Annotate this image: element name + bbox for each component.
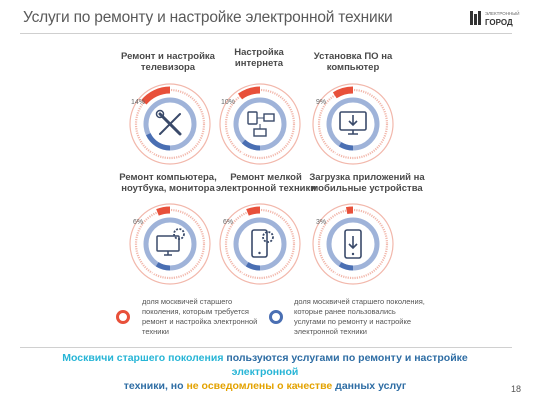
outer-ring-dots [224, 208, 296, 280]
donut-small-electronics: 6% 1% [219, 203, 301, 285]
donut-mobile-apps: 3% 1% [312, 203, 394, 285]
used-percent-label: 1% [151, 269, 162, 276]
category-label-tv: Ремонт и настройка телевизора [121, 51, 215, 73]
need-arc [156, 206, 171, 216]
category-label-computer: Ремонт компьютера, ноутбука, монитора [119, 172, 217, 194]
legend-need-ring-icon [116, 310, 130, 324]
donut-computer: 6% 1% [129, 203, 211, 285]
outer-ring-track [129, 83, 211, 165]
home-button [258, 251, 261, 255]
wrench-head [155, 109, 165, 119]
stand-shape [348, 130, 358, 135]
used-percent-label: 2% [241, 149, 252, 156]
need-percent-label: 6% [133, 219, 143, 226]
outer-ring-track [312, 203, 394, 285]
screwdriver-shape [159, 113, 181, 135]
need-percent-label: 6% [223, 219, 233, 226]
donut-tv: 14% 3% [129, 83, 211, 165]
phone-download-icon [344, 229, 362, 259]
outer-ring-track [219, 83, 301, 165]
conclusion-part2: пользуются услугами по ремонту и настрой… [226, 352, 468, 364]
outer-ring-dots [317, 88, 389, 160]
phone-gear-icon [251, 229, 274, 258]
conclusion-text: Москвичи старшего поколения пользуются у… [30, 351, 500, 393]
outer-ring-dots [134, 88, 206, 160]
page-number: 18 [511, 384, 522, 394]
need-arc [141, 86, 171, 105]
conclusion-part5: не осведомлены о качестве [186, 380, 336, 392]
home-button [351, 252, 355, 256]
legend-used-ring-icon [269, 310, 283, 324]
used-percent-label: 1% [241, 269, 252, 276]
donut-center [241, 225, 279, 263]
gear-shape [262, 231, 274, 243]
legend-used-text: доля москвичей старшего поколения, котор… [294, 297, 425, 336]
phone-shape [251, 229, 268, 258]
category-label-internet: Настройка интернета [234, 47, 284, 69]
used-arc [338, 262, 354, 271]
legend-need-text: доля москвичей старшего поколения, котор… [142, 297, 258, 336]
link-lines [257, 117, 264, 129]
category-label-software: Установка ПО на компьютер [313, 51, 393, 73]
outer-ring-dots [317, 208, 389, 280]
download-arrow [348, 236, 358, 250]
phone-shape [344, 229, 362, 259]
page-title: Услуги по ремонту и настройке электронно… [23, 9, 393, 26]
used-percent-label: 1% [334, 149, 345, 156]
conclusion-part3: электронной [231, 366, 299, 378]
outer-ring-track [312, 83, 394, 165]
logo-big-text: ГОРОД [485, 18, 513, 27]
outer-ring-dots [134, 208, 206, 280]
network-devices-icon [247, 111, 275, 137]
donut-software: 9% 1% [312, 83, 394, 165]
stand-shape [164, 251, 172, 256]
outer-ring-dots [224, 88, 296, 160]
gear-shape [173, 228, 185, 240]
donut-center [151, 225, 189, 263]
need-percent-label: 9% [316, 99, 326, 106]
outer-ring-track [129, 203, 211, 285]
logo-small-text: ЭЛЕКТРОННЫЙ [485, 11, 520, 16]
monitor-gear-icon [156, 228, 185, 256]
electronic-city-logo: ЭЛЕКТРОННЫЙ ГОРОД [470, 9, 526, 31]
conclusion-part1: Москвичи старшего поколения [62, 352, 227, 364]
used-percent-label: 3% [151, 149, 162, 156]
need-percent-label: 14% [131, 99, 145, 106]
need-arc [246, 206, 261, 216]
computer-install-icon [339, 111, 367, 135]
outer-ring-track [219, 203, 301, 285]
need-arc [345, 206, 354, 215]
used-arc [245, 262, 261, 271]
conclusion-part4: техники, но [123, 380, 187, 392]
used-arc [241, 139, 261, 151]
header-divider [20, 33, 512, 34]
category-label-mobile-apps: Загрузка приложений на мобильные устройс… [309, 172, 425, 194]
need-percent-label: 10% [221, 99, 235, 106]
conclusion-part6: данных услуг [335, 380, 407, 392]
wrench-screwdriver-icon [155, 109, 182, 136]
logo-bars-icon [470, 11, 482, 25]
category-label-small-electronics: Ремонт мелкой электронной техники [215, 172, 317, 194]
need-arc [332, 86, 354, 99]
footer-divider [20, 347, 512, 348]
need-arc [237, 86, 261, 100]
download-arrow [348, 115, 358, 127]
donut-internet: 10% 2% [219, 83, 301, 165]
used-percent-label: 1% [334, 269, 345, 276]
need-percent-label: 3% [316, 219, 326, 226]
used-arc [146, 132, 171, 151]
used-arc [155, 262, 171, 271]
used-arc [338, 142, 354, 151]
